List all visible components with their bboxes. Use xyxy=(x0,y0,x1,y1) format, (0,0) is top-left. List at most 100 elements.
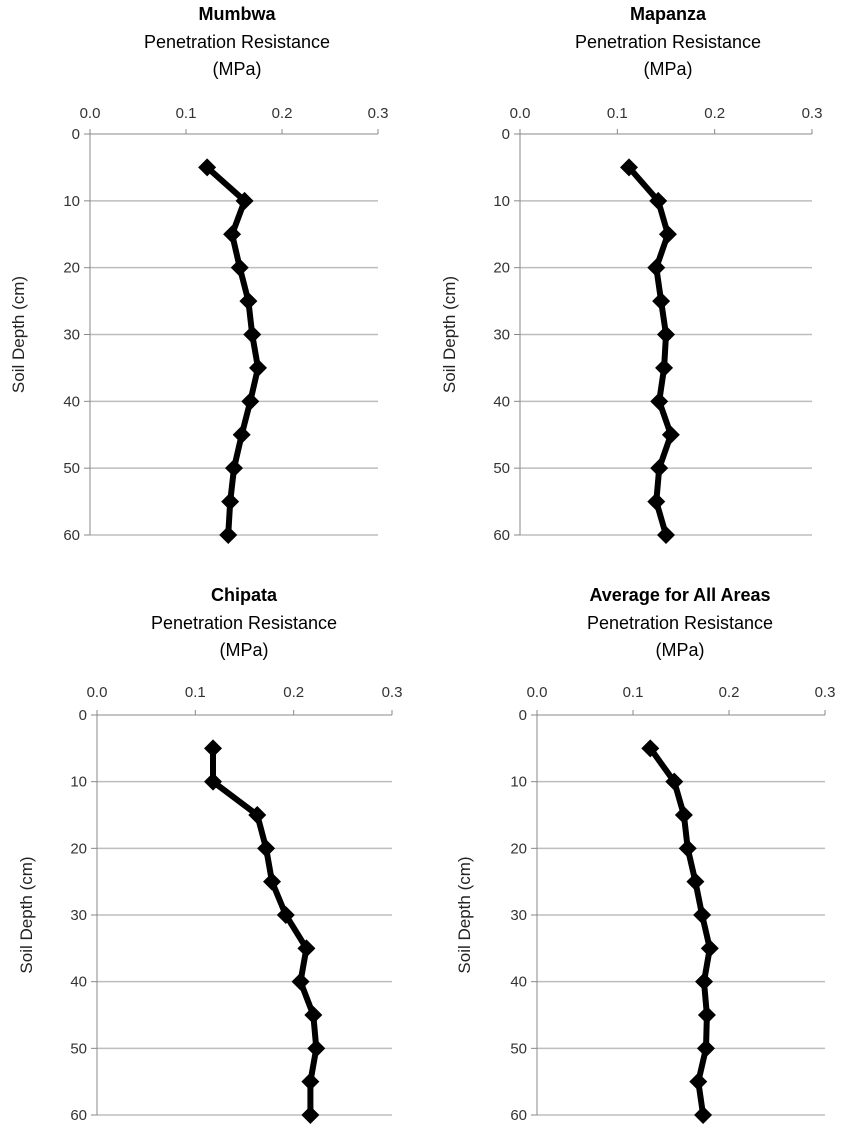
y-tick-label: 10 xyxy=(63,193,80,210)
data-point xyxy=(257,839,276,858)
y-tick-label: 40 xyxy=(510,974,527,991)
y-tick-label: 10 xyxy=(70,774,87,791)
y-tick-label: 60 xyxy=(70,1107,87,1124)
data-point xyxy=(689,1072,708,1091)
y-tick-label: 20 xyxy=(510,840,527,857)
data-point xyxy=(297,939,316,958)
y-axis-label: Soil Depth (cm) xyxy=(9,276,28,393)
x-tick-label: 0.1 xyxy=(623,684,644,701)
y-tick-label: 30 xyxy=(63,327,80,344)
x-tick-label: 0.2 xyxy=(283,684,304,701)
data-point xyxy=(700,939,719,958)
data-point xyxy=(243,325,262,344)
y-tick-label: 20 xyxy=(70,840,87,857)
data-point xyxy=(198,158,217,177)
x-tick-label: 0.1 xyxy=(607,105,628,122)
y-axis-label: Soil Depth (cm) xyxy=(17,856,36,973)
data-point xyxy=(225,459,243,478)
y-tick-label: 20 xyxy=(63,260,80,277)
x-tick-label: 0.3 xyxy=(368,105,389,122)
data-point xyxy=(652,292,671,311)
chart-unit: (MPa) xyxy=(644,59,693,79)
y-tick-label: 0 xyxy=(79,707,87,724)
chart-title: Mumbwa xyxy=(198,4,276,24)
data-point xyxy=(241,392,260,411)
chart-subtitle: Penetration Resistance xyxy=(575,32,761,52)
data-point xyxy=(248,806,267,824)
data-point xyxy=(223,225,242,244)
y-tick-label: 30 xyxy=(510,907,527,924)
x-tick-label: 0.2 xyxy=(272,105,293,122)
x-tick-label: 0.2 xyxy=(719,684,740,701)
x-tick-label: 0.1 xyxy=(185,684,206,701)
y-tick-label: 60 xyxy=(510,1107,527,1124)
data-point xyxy=(678,839,697,858)
y-tick-label: 0 xyxy=(502,126,510,143)
data-point xyxy=(650,459,669,478)
data-point xyxy=(694,1106,713,1124)
chart-panel-2: Chipata Penetration Resistance (MPa) 0 10 20 3… xyxy=(17,585,402,1124)
data-point xyxy=(674,806,693,824)
x-tick-label: 0.3 xyxy=(382,684,403,701)
data-point xyxy=(655,358,674,377)
y-tick-label: 60 xyxy=(63,527,80,544)
y-axis-label: Soil Depth (cm) xyxy=(455,856,474,973)
data-point xyxy=(204,772,223,791)
data-point xyxy=(263,872,282,891)
y-tick-label: 40 xyxy=(70,974,87,991)
chart-title: Mapanza xyxy=(630,4,707,24)
y-tick-label: 50 xyxy=(70,1040,87,1057)
data-point xyxy=(647,258,666,277)
data-point xyxy=(620,158,639,177)
data-point xyxy=(301,1072,320,1091)
series-line xyxy=(626,164,674,538)
data-point xyxy=(641,739,660,758)
chart-subtitle: Penetration Resistance xyxy=(587,613,773,633)
data-point xyxy=(232,425,251,444)
y-axis-label: Soil Depth (cm) xyxy=(440,276,459,393)
series-line xyxy=(210,745,320,1118)
y-tick-label: 0 xyxy=(519,707,527,724)
data-point xyxy=(696,1039,715,1058)
chart-subtitle: Penetration Resistance xyxy=(151,613,337,633)
y-tick-label: 30 xyxy=(70,907,87,924)
data-point xyxy=(301,1106,320,1124)
x-tick-label: 0.2 xyxy=(704,105,725,122)
chart-panel-3: Average for All Areas Penetration Resista… xyxy=(455,585,835,1124)
data-point xyxy=(695,972,714,991)
data-point xyxy=(658,225,677,244)
chart-panel-1: Mapanza Penetration Resistance (MPa) 0 10 20 3… xyxy=(440,4,822,544)
y-tick-label: 10 xyxy=(493,193,510,210)
data-point xyxy=(239,292,258,311)
y-tick-label: 40 xyxy=(493,393,510,410)
y-tick-label: 50 xyxy=(510,1040,527,1057)
y-tick-label: 50 xyxy=(63,460,80,477)
x-tick-label: 0.3 xyxy=(802,105,823,122)
data-point xyxy=(276,906,295,924)
data-point xyxy=(650,392,669,411)
data-point xyxy=(661,425,680,444)
chart-panel-0: Mumbwa Penetration Resistance (MPa) 0 10 20 30… xyxy=(9,4,388,544)
data-point xyxy=(649,191,668,210)
data-point xyxy=(249,358,267,377)
series-line xyxy=(647,745,713,1118)
y-tick-label: 30 xyxy=(493,327,510,344)
y-tick-label: 60 xyxy=(493,527,510,544)
data-point xyxy=(686,872,705,891)
data-point xyxy=(204,739,223,758)
chart-subtitle: Penetration Resistance xyxy=(144,32,330,52)
y-tick-label: 10 xyxy=(510,774,527,791)
x-tick-label: 0.3 xyxy=(815,684,836,701)
x-tick-label: 0.0 xyxy=(527,684,548,701)
x-tick-label: 0.0 xyxy=(80,105,101,122)
y-tick-label: 20 xyxy=(493,260,510,277)
chart-unit: (MPa) xyxy=(656,640,705,660)
data-point xyxy=(697,1006,716,1024)
data-point xyxy=(665,772,684,791)
data-point xyxy=(647,492,666,511)
chart-title: Chipata xyxy=(211,585,278,605)
chart-title: Average for All Areas xyxy=(589,585,770,605)
y-tick-label: 40 xyxy=(63,393,80,410)
series-line xyxy=(204,164,261,538)
